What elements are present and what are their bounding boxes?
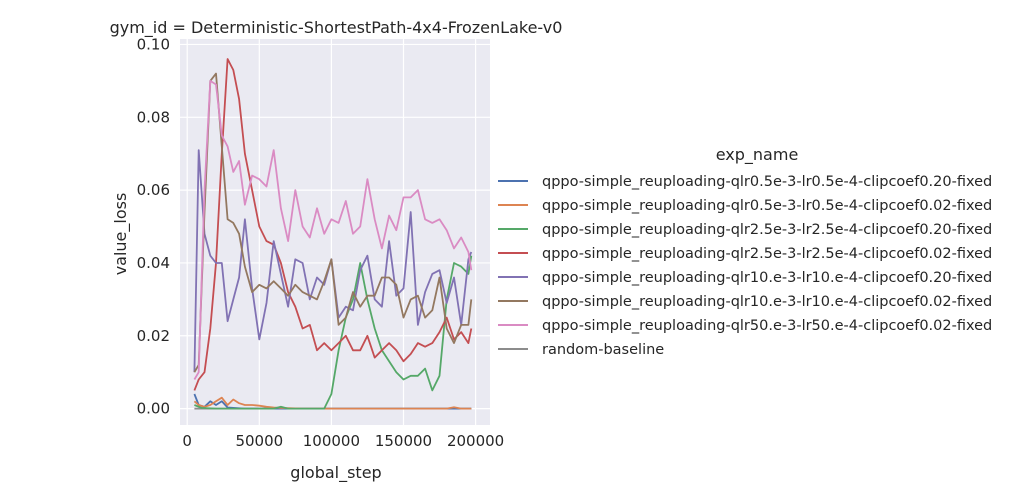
chart-title: gym_id = Deterministic-ShortestPath-4x4-… [110,18,563,38]
legend: exp_name qppo-simple_reuploading-qlr0.5e… [498,145,992,358]
series-line-7 [193,80,473,380]
y-tick-label: 0.02 [137,327,170,345]
legend-entry: qppo-simple_reuploading-qlr2.5e-3-lr2.5e… [542,246,992,262]
legend-entry: qppo-simple_reuploading-qlr10.e-3-lr10.e… [542,270,992,286]
x-tick-label: 0 [182,432,192,450]
legend-entry: qppo-simple_reuploading-qlr50.e-3-lr50.e… [542,318,992,334]
x-tick-label: 50000 [235,432,283,450]
y-tick-label: 0.10 [137,35,170,53]
series-line-6 [193,72,473,373]
x-tick-label: 200000 [447,432,504,450]
legend-entry: qppo-simple_reuploading-qlr2.5e-3-lr2.5e… [542,222,992,238]
legend-entry: qppo-simple_reuploading-qlr0.5e-3-lr0.5e… [542,174,992,190]
series-layer [193,58,473,410]
legend-entry: qppo-simple_reuploading-qlr0.5e-3-lr0.5e… [542,198,992,214]
series-line-2 [193,396,472,410]
y-axis: 0.00 0.02 0.04 0.06 0.08 0.10 [137,35,170,417]
y-tick-label: 0.08 [137,108,170,126]
y-tick-label: 0.06 [137,181,170,199]
x-tick-label: 100000 [303,432,360,450]
y-tick-label: 0.04 [137,254,170,272]
legend-title: exp_name [716,145,799,165]
plot-area [180,39,490,425]
x-axis: 0 50000 100000 150000 200000 [182,432,504,450]
legend-entry: random-baseline [542,342,664,358]
series-line-3 [194,255,473,410]
y-tick-label: 0.00 [137,400,170,418]
series-line-4 [193,58,473,391]
y-axis-label: value_loss [111,193,131,276]
grid [180,39,490,425]
legend-entry: qppo-simple_reuploading-qlr10.e-3-lr10.e… [542,294,992,310]
x-axis-label: global_step [290,463,381,483]
x-tick-label: 150000 [375,432,432,450]
